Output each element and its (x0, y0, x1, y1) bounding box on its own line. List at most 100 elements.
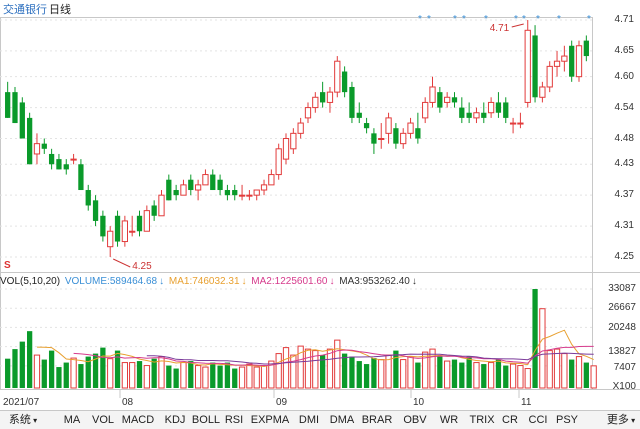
volume-bar (260, 365, 268, 389)
volume-bar (473, 362, 480, 389)
candle-body (275, 148, 282, 176)
volume-ma2-line (73, 345, 594, 367)
candle-body (393, 128, 399, 144)
volume-bar (194, 365, 202, 389)
candle-body (487, 101, 495, 114)
volume-bar (553, 348, 561, 389)
volume-bar (114, 350, 121, 388)
volume-bar (466, 356, 472, 388)
volume-bar (415, 362, 421, 388)
more-tab[interactable]: 更多 ▾ (604, 413, 638, 427)
indicator-tab-brar[interactable]: BRAR (361, 414, 393, 426)
indicator-tab-obv[interactable]: OBV (403, 414, 427, 426)
candle-body (304, 107, 312, 119)
candle-body (459, 107, 465, 118)
candle-body (473, 112, 480, 119)
indicator-tab-cr[interactable]: CR (502, 414, 518, 426)
volume-bar (100, 347, 106, 388)
volume-bar (282, 347, 290, 389)
ma2-arrow: ↓ (329, 276, 335, 287)
indicator-tab-cci[interactable]: CCI (528, 414, 548, 426)
volume-tick-label: 13827 (608, 346, 636, 357)
candle-body (290, 132, 297, 150)
candle-body (503, 102, 509, 118)
high-leader (511, 23, 524, 28)
candle-body (202, 174, 209, 186)
dropdown-icon: ▾ (628, 416, 636, 425)
system-tab-label: 系统 (8, 414, 31, 426)
indicator-tab-macd[interactable]: MACD (121, 414, 155, 426)
volume-bar (393, 350, 399, 388)
candle-body (121, 220, 128, 243)
indicator-tab-wr[interactable]: WR (439, 414, 459, 426)
candle-body (151, 205, 157, 216)
volume-bar (524, 368, 531, 389)
candle-body (33, 143, 41, 155)
indicator-tab-boll[interactable]: BOLL (191, 414, 221, 426)
volume-bar (444, 360, 451, 389)
volume-bar (334, 339, 341, 389)
indicator-tab-trix[interactable]: TRIX (469, 414, 495, 426)
volume-tick-label: 26667 (608, 302, 636, 313)
candle-body (173, 190, 179, 196)
volume-bar (561, 353, 568, 389)
indicator-tab-dma[interactable]: DMA (329, 414, 355, 426)
volume-bar (238, 366, 246, 389)
ma3-arrow: ↓ (411, 276, 417, 287)
volume-bar (121, 362, 128, 389)
indicator-tab-rsi[interactable]: RSI (224, 414, 244, 426)
candle-body (224, 190, 231, 196)
volume-bar (166, 365, 172, 388)
candle-body (451, 97, 458, 103)
volume-bar (70, 357, 77, 389)
indicator-tab-dmi[interactable]: DMI (298, 414, 320, 426)
price-tick-label: 4.43 (614, 158, 634, 170)
candle-body (268, 174, 275, 186)
more-tab-label: 更多 (606, 414, 629, 426)
stock-name[interactable]: 交通银行 (3, 4, 47, 16)
candle-body (495, 102, 502, 113)
price-tick-label: 4.37 (614, 189, 634, 201)
indicator-tab-ma[interactable]: MA (63, 414, 81, 426)
date-label: 2021/07 (3, 397, 40, 408)
volume-bar (349, 356, 355, 388)
candle-body (341, 71, 348, 93)
volume-bar (85, 356, 91, 388)
candle-body (12, 92, 18, 124)
candle-body (70, 158, 77, 161)
indicator-tab-kdj[interactable]: KDJ (164, 414, 186, 426)
candle-body (509, 122, 517, 125)
candle-body (158, 194, 165, 217)
volume-bar (253, 366, 260, 389)
candle-body (553, 60, 561, 67)
volume-tick-label: 7407 (613, 362, 636, 373)
period-label[interactable]: 日线 (49, 4, 71, 16)
candle-body (385, 117, 392, 134)
candle-body (532, 35, 538, 98)
candle-body (129, 230, 136, 233)
volume-tick-label: 33087 (608, 283, 636, 294)
candle-body (334, 60, 341, 93)
candle-body (92, 200, 99, 221)
candle-body (63, 164, 69, 170)
candle-body (100, 215, 106, 237)
star-marker: * (462, 14, 466, 25)
candle-body (166, 179, 172, 201)
volume-bar (517, 365, 524, 389)
volume-bar (356, 361, 362, 388)
indicator-tab-expma[interactable]: EXPMA (250, 414, 290, 426)
candle-body (260, 184, 268, 191)
price-tick-label: 4.25 (614, 251, 634, 262)
indicator-tab-vol[interactable]: VOL (91, 414, 114, 426)
volume-bar (509, 363, 517, 389)
system-tab[interactable]: 系统 ▾ (2, 413, 44, 427)
star-marker: * (514, 14, 518, 25)
vol-ma1: MA1:746032.31 (168, 276, 240, 287)
volume-bar (129, 362, 136, 389)
candle-body (583, 40, 589, 57)
volume-bar (532, 289, 538, 388)
vol-arrow: ↓ (159, 276, 165, 287)
indicator-tab-psy[interactable]: PSY (555, 414, 578, 426)
volume-bar (429, 348, 436, 389)
